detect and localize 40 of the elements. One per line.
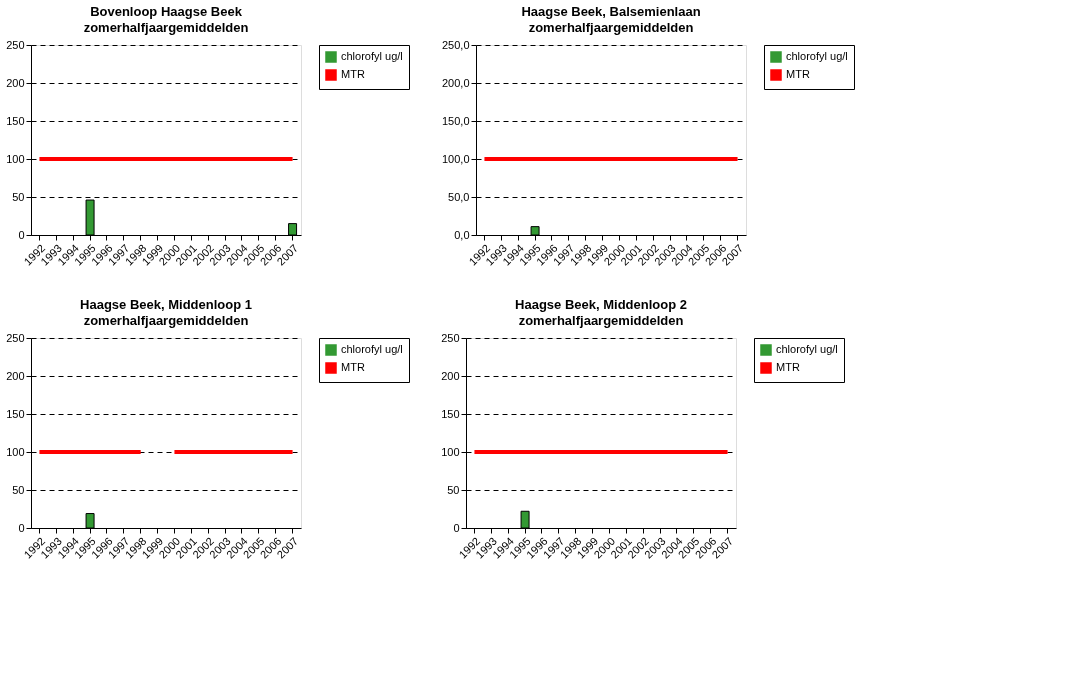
chart-subtitle: zomerhalfjaargemiddelden	[83, 20, 249, 35]
y-tick-label: 250	[6, 38, 25, 51]
y-tick-label: 250	[441, 331, 460, 344]
chart-title: Bovenloop Haagse Beek	[90, 4, 243, 19]
y-tick-label: 200	[6, 76, 25, 89]
y-tick-label: 150	[6, 114, 25, 127]
legend-label: chlorofyl ug/l	[786, 50, 848, 62]
y-tick-label: 50	[12, 483, 25, 496]
y-tick-label: 0	[18, 521, 25, 534]
y-tick-label: 50	[12, 190, 25, 203]
y-tick-label: 200	[441, 369, 460, 382]
y-tick-label: 150,0	[441, 114, 470, 127]
y-tick-label: 50	[447, 483, 460, 496]
y-tick-label: 50,0	[448, 190, 470, 203]
y-tick-label: 200	[6, 369, 25, 382]
y-tick-label: 0,0	[454, 228, 470, 241]
legend-label: MTR	[341, 68, 365, 80]
chart-subtitle: zomerhalfjaargemiddelden	[528, 20, 694, 35]
y-tick-label: 250,0	[441, 38, 470, 51]
y-tick-label: 250	[6, 331, 25, 344]
legend-label: chlorofyl ug/l	[776, 343, 838, 355]
y-tick-label: 150	[441, 407, 460, 420]
chart-title: Haagse Beek, Middenloop 1	[80, 297, 252, 312]
y-tick-label: 200,0	[441, 76, 470, 89]
legend-label: chlorofyl ug/l	[341, 343, 403, 355]
y-tick-label: 0	[453, 521, 460, 534]
legend-label: MTR	[786, 68, 810, 80]
y-tick-label: 100	[6, 152, 25, 165]
chart-subtitle: zomerhalfjaargemiddelden	[518, 313, 684, 328]
y-tick-label: 150	[6, 407, 25, 420]
y-tick-label: 100	[6, 445, 25, 458]
y-tick-label: 100	[441, 445, 460, 458]
y-tick-label: 0	[18, 228, 25, 241]
legend-label: MTR	[341, 361, 365, 373]
y-tick-label: 100,0	[441, 152, 470, 165]
chart-title: Haagse Beek, Balsemienlaan	[521, 4, 701, 19]
chart-title: Haagse Beek, Middenloop 2	[515, 297, 687, 312]
legend-label: chlorofyl ug/l	[341, 50, 403, 62]
chart-subtitle: zomerhalfjaargemiddelden	[83, 313, 249, 328]
legend-label: MTR	[776, 361, 800, 373]
